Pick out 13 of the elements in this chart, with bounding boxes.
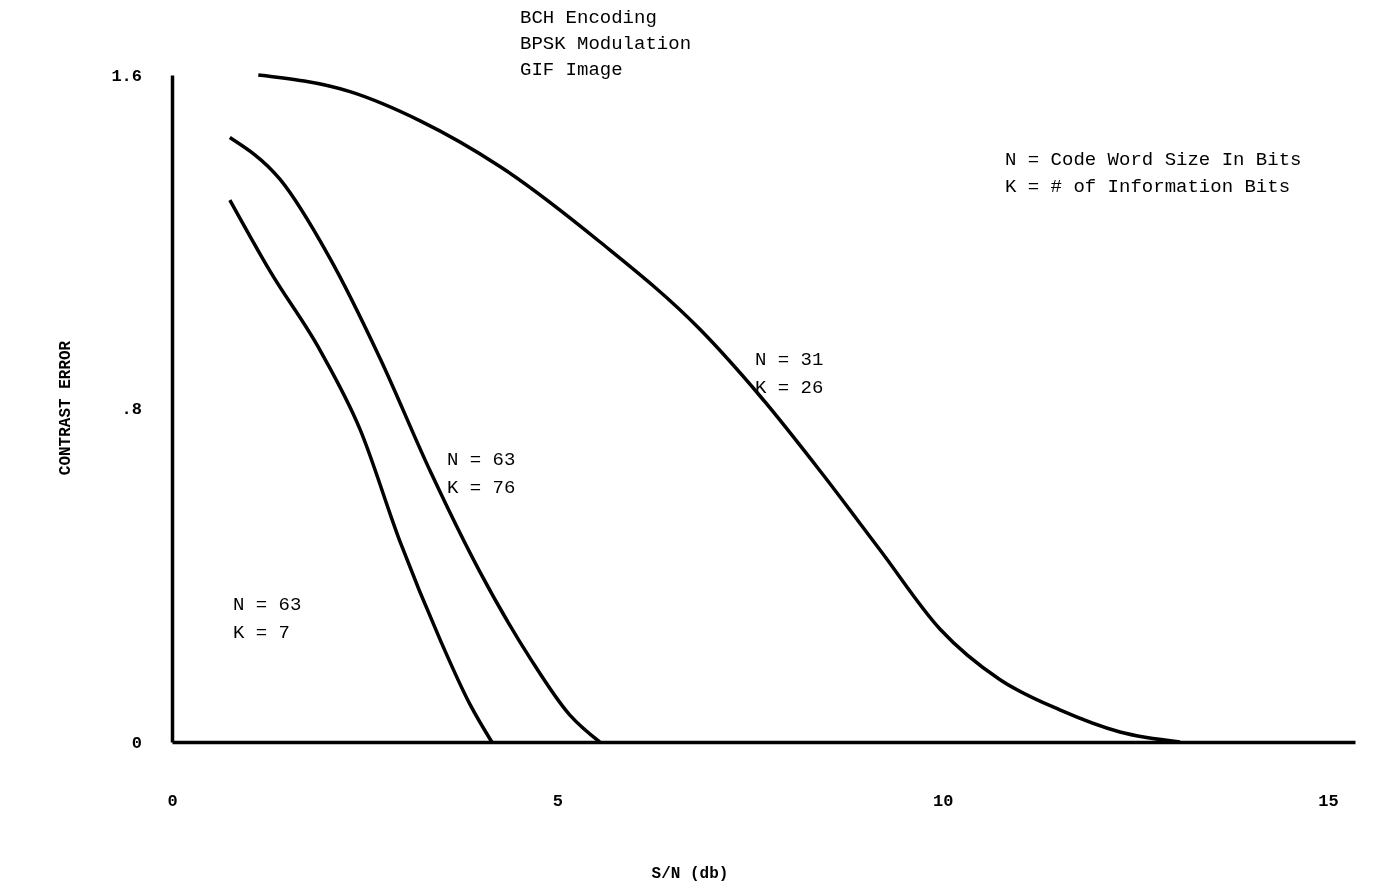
y-tick-label: 1.6 <box>111 66 142 86</box>
x-tick-label: 0 <box>167 792 178 812</box>
annotation: N = 63 K = 7 <box>233 594 302 644</box>
annotation: N = 63 K = 76 <box>447 449 516 499</box>
y-tick-label: .8 <box>121 400 142 420</box>
x-tick-label: 5 <box>552 792 563 812</box>
x-axis-title: S/N (db) <box>651 865 729 882</box>
y-tick-label: 0 <box>131 733 142 753</box>
y-axis-title: CONTRAST ERROR <box>57 340 75 476</box>
annotation: N = Code Word Size In Bits K = # of Information Bits <box>1005 149 1302 198</box>
chart-title: BCH Encoding BPSK Modulation GIF Image <box>520 7 692 81</box>
x-tick-label: 10 <box>932 792 954 812</box>
x-tick-label: 15 <box>1318 792 1339 812</box>
